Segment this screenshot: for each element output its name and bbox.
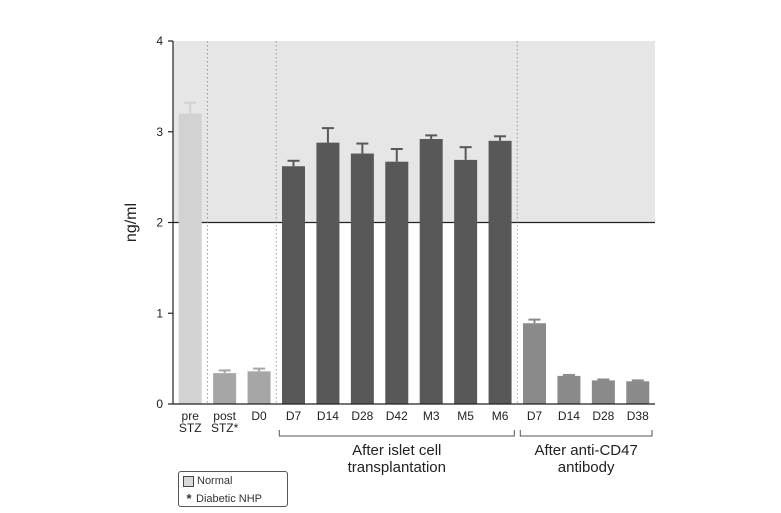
bar-7 <box>419 139 443 404</box>
bar-6 <box>385 161 409 404</box>
x-tick-label-12: D28 <box>592 409 614 423</box>
bar-1 <box>213 373 237 404</box>
x-tick-label-9: M6 <box>492 409 509 423</box>
y-tick-label-3: 3 <box>156 125 163 139</box>
group-bracket-1 <box>519 430 653 437</box>
group-label-1-line-1: antibody <box>558 459 615 476</box>
x-tick-label-11: D14 <box>558 409 580 423</box>
group-label-0-line-1: transplantation <box>348 459 446 476</box>
x-tick-label-6: D42 <box>386 409 408 423</box>
legend-swatch-normal <box>183 475 194 487</box>
x-tick-label-0-line-1: STZ <box>179 421 202 435</box>
bar-9 <box>488 140 512 404</box>
group-bracket-0 <box>278 430 515 437</box>
bar-5 <box>350 153 374 404</box>
y-tick-label-1: 1 <box>156 306 163 320</box>
y-axis-label: ng/ml <box>123 203 140 242</box>
legend-label-diabetic: Diabetic NHP <box>196 492 263 505</box>
bar-8 <box>454 159 478 404</box>
legend-item-normal: Normal <box>183 475 232 487</box>
bar-13 <box>626 381 650 404</box>
bar-3 <box>282 166 305 404</box>
x-tick-label-4: D14 <box>317 409 339 423</box>
bar-11 <box>557 375 581 404</box>
x-tick-label-13: D38 <box>627 409 649 423</box>
x-tick-label-5: D28 <box>351 409 373 423</box>
x-tick-label-10: D7 <box>527 409 543 423</box>
y-tick-label-4: 4 <box>156 34 163 48</box>
x-tick-label-7: M3 <box>423 409 440 423</box>
group-label-0-line-0: After islet cell <box>352 442 441 459</box>
y-tick-label-0: 0 <box>156 397 163 411</box>
legend-symbol-diabetic: * <box>186 491 192 506</box>
normal-range-band <box>173 41 655 223</box>
bar-10 <box>523 323 546 404</box>
x-tick-label-2: D0 <box>251 409 267 423</box>
x-tick-label-1-line-1: STZ* <box>211 421 239 435</box>
group-label-1-line-0: After anti-CD47 <box>534 442 637 459</box>
x-tick-label-3: D7 <box>286 409 302 423</box>
bar-4 <box>316 142 340 404</box>
bar-12 <box>591 380 615 404</box>
x-tick-label-1-line-0: post <box>213 409 236 423</box>
legend-label-normal: Normal <box>197 475 233 487</box>
bar-0 <box>178 113 202 404</box>
legend: Normal * Diabetic NHP <box>178 471 288 507</box>
x-tick-label-0-line-0: pre <box>182 409 200 423</box>
bar-2 <box>247 371 271 404</box>
legend-item-diabetic: * Diabetic NHP <box>183 491 262 506</box>
y-tick-label-2: 2 <box>156 216 163 230</box>
x-tick-label-8: M5 <box>457 409 474 423</box>
